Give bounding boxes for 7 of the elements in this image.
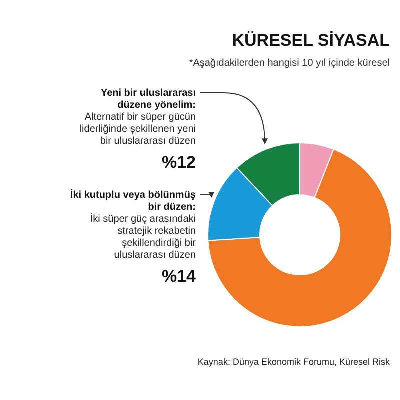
slice-label: İki kutuplu veya bölünmüş bir düzen: İki süper güç arasındaki stratejik rekabetin şekillendirdiği bir uluslararası düzen (70, 189, 197, 261)
text: Kaynak: Dünya Ekonomik Forumu, Küresel Risk (198, 357, 390, 367)
chart-title: KÜRESEL SİYASAL (232, 31, 390, 50)
data-label: %14 (162, 267, 197, 286)
slice-label: Yeni bir uluslararası düzene yönelim: Alternatif bir süper gücün liderliğinde şekillenen yeni bir uluslararası düzen (80, 88, 196, 147)
data-label: %12 (162, 153, 196, 172)
chart-subtitle: *Aşağıdakilerden hangisi 10 yıl içinde küresel (189, 58, 390, 69)
